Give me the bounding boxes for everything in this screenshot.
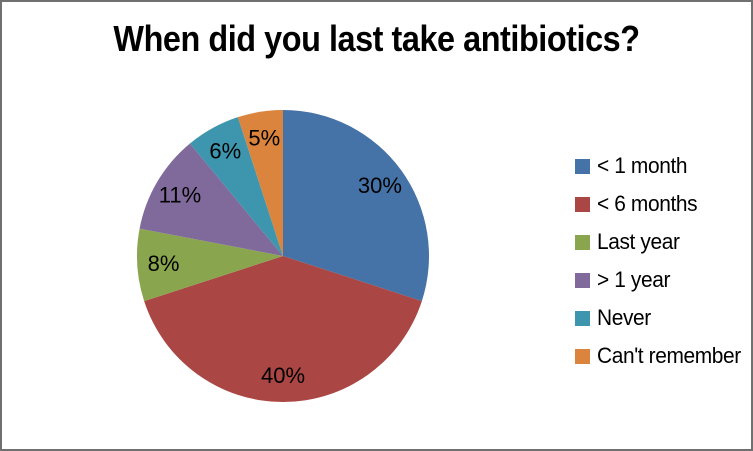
- legend-item: < 1 month: [575, 147, 748, 185]
- legend-swatch: [575, 234, 590, 250]
- legend: < 1 month < 6 months Last year > 1 year …: [575, 147, 748, 375]
- pie-slice: [139, 143, 283, 256]
- data-label: 6%: [209, 139, 241, 164]
- legend-swatch: [575, 348, 590, 364]
- legend-swatch: [575, 158, 590, 174]
- legend-swatch: [575, 196, 590, 212]
- legend-swatch: [575, 272, 590, 288]
- pie-slice: [237, 110, 283, 256]
- legend-item: > 1 year: [575, 261, 748, 299]
- legend-label: > 1 year: [597, 267, 671, 292]
- legend-item: < 6 months: [575, 185, 748, 223]
- legend-item: Never: [575, 299, 748, 337]
- legend-swatch: [575, 310, 590, 326]
- legend-label: < 6 months: [597, 191, 698, 216]
- data-label: 5%: [248, 125, 280, 150]
- legend-label: < 1 month: [597, 153, 688, 178]
- pie-slice: [137, 228, 283, 302]
- pie-slice: [283, 110, 429, 302]
- pie-slice: [189, 117, 283, 257]
- data-label: 40%: [261, 363, 305, 388]
- data-label: 30%: [358, 173, 402, 198]
- data-label: 11%: [159, 183, 201, 208]
- chart-title: When did you last take antibiotics?: [113, 18, 640, 59]
- pie-slice: [144, 256, 422, 402]
- legend-item: Last year: [575, 223, 748, 261]
- legend-label: Last year: [597, 229, 680, 254]
- legend-label: Never: [597, 305, 651, 330]
- legend-item: Can't remember: [575, 337, 748, 375]
- data-label: 8%: [148, 251, 180, 276]
- legend-label: Can't remember: [597, 343, 741, 368]
